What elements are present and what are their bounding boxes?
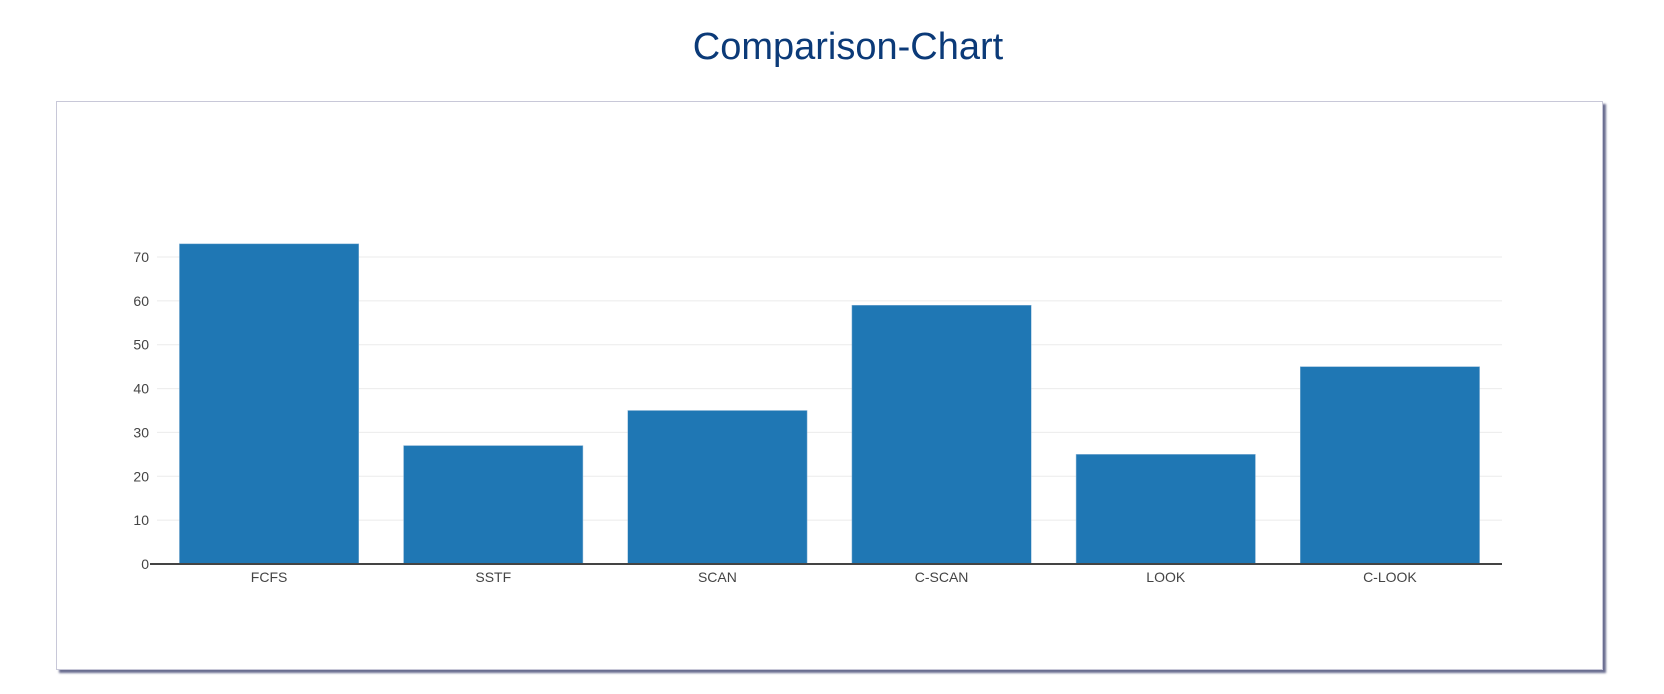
x-tick-label: FCFS [251, 569, 288, 585]
y-tick-label: 50 [133, 337, 149, 353]
bar-look [1075, 454, 1256, 565]
x-tick-label: C-SCAN [915, 569, 969, 585]
x-tick-label: SSTF [475, 569, 511, 585]
x-tick-label: C-LOOK [1363, 569, 1417, 585]
bar-fcfs [179, 243, 359, 565]
y-tick-label: 60 [133, 293, 149, 309]
bar-sstf [403, 445, 584, 565]
y-tick-label: 40 [133, 381, 149, 397]
y-tick-label: 20 [133, 468, 149, 484]
y-tick-label: 0 [141, 556, 149, 572]
y-tick-label: 30 [133, 424, 149, 440]
page-title: Comparison-Chart [692, 26, 1004, 68]
y-tick-label: 10 [133, 512, 149, 528]
x-tick-label: LOOK [1146, 569, 1186, 585]
bar-c-scan [851, 304, 1032, 565]
y-tick-label: 70 [133, 249, 149, 265]
x-tick-label: SCAN [698, 569, 737, 585]
bar-scan [627, 410, 808, 565]
bar-c-look [1300, 366, 1480, 565]
